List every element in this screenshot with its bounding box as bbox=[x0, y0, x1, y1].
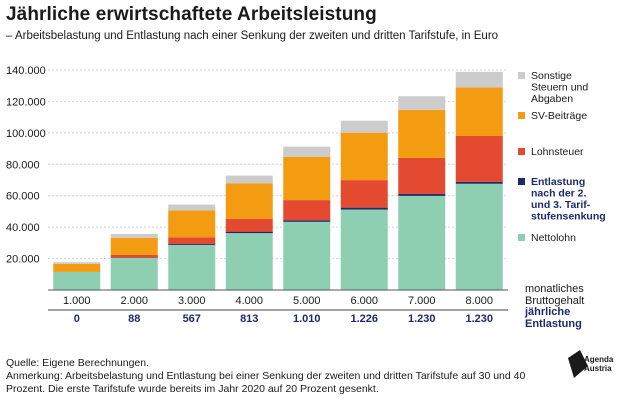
bar-segment bbox=[340, 180, 388, 208]
bar-segment bbox=[340, 207, 388, 210]
legend-swatch bbox=[518, 112, 525, 119]
bar-segment bbox=[398, 193, 446, 196]
relief-axis-label: Entlastung bbox=[525, 318, 582, 330]
legend-label: Entlastung bbox=[531, 176, 585, 188]
y-tick-label: 60.000 bbox=[6, 191, 40, 203]
bar-segment bbox=[398, 96, 446, 111]
bar-segment bbox=[455, 87, 503, 136]
relief-value-label: 1.226 bbox=[350, 313, 378, 325]
logo-text: Agenda Austria bbox=[584, 355, 613, 373]
bar-segment bbox=[110, 254, 158, 258]
x-axis-label: Bruttogehalt bbox=[525, 295, 584, 307]
source-note: Quelle: Eigene Berechnungen. bbox=[6, 357, 150, 369]
bar-segment bbox=[283, 156, 331, 201]
bar-segment bbox=[455, 135, 503, 182]
bar-segment bbox=[398, 110, 446, 158]
bar-segment bbox=[455, 71, 503, 88]
bar-segment bbox=[168, 204, 216, 211]
bar-segment bbox=[283, 220, 331, 222]
legend-swatch bbox=[518, 234, 525, 241]
y-tick-label: 80.000 bbox=[6, 159, 40, 171]
legend-label: nach der 2. bbox=[531, 188, 587, 200]
x-axis-label: monatliches bbox=[525, 283, 584, 295]
legend-label: Steuern und bbox=[531, 82, 588, 94]
x-tick-label: 8.000 bbox=[465, 295, 493, 307]
bar-segment bbox=[340, 132, 388, 181]
bar-segment bbox=[398, 195, 446, 290]
legend-label: Abgaben bbox=[531, 93, 573, 105]
bar-segment bbox=[168, 244, 216, 290]
x-tick-label: 2.000 bbox=[120, 295, 148, 307]
legend-label: stufensenkung bbox=[531, 211, 606, 223]
bar-segment bbox=[168, 237, 216, 245]
bar-segment bbox=[283, 221, 331, 290]
bar-segment bbox=[53, 271, 101, 290]
chart-subtitle: – Arbeitsbelastung und Entlastung nach e… bbox=[6, 30, 499, 42]
x-tick-label: 3.000 bbox=[178, 295, 206, 307]
bar-segment bbox=[398, 157, 446, 194]
agenda-austria-logo-icon bbox=[568, 350, 588, 378]
x-tick-label: 7.000 bbox=[408, 295, 436, 307]
bar-segment bbox=[168, 210, 216, 238]
bar-segment bbox=[225, 233, 273, 290]
x-tick-label: 1.000 bbox=[63, 295, 91, 307]
legend-swatch bbox=[518, 148, 525, 155]
y-tick-label: 100.000 bbox=[6, 128, 46, 140]
relief-value-label: 1.010 bbox=[293, 313, 321, 325]
x-tick-label: 5.000 bbox=[293, 295, 321, 307]
bar-segment bbox=[455, 183, 503, 290]
x-tick-label: 4.000 bbox=[235, 295, 263, 307]
bar-segment bbox=[340, 120, 388, 133]
bar-segment bbox=[225, 218, 273, 232]
bar-segment bbox=[53, 262, 101, 264]
bar-segment bbox=[225, 183, 273, 219]
legend-label: und 3. Tarif- bbox=[531, 199, 591, 211]
legend-label: Sonstige bbox=[531, 70, 572, 82]
bar-segment bbox=[225, 175, 273, 184]
y-tick-label: 40.000 bbox=[6, 222, 40, 234]
legend-label: Nettolohn bbox=[531, 232, 576, 244]
relief-value-label: 567 bbox=[183, 313, 201, 325]
bar-segment bbox=[283, 146, 331, 157]
logo-line2: Austria bbox=[584, 364, 612, 373]
stacked-bar-chart: 20.000 40.000 60.000 80.000 100.000 120.000 14… bbox=[6, 65, 606, 330]
bar-segment bbox=[283, 200, 331, 221]
x-tick-label: 6.000 bbox=[350, 295, 378, 307]
y-tick-label: 140.000 bbox=[6, 65, 46, 77]
legend-label: Lohnsteuer bbox=[531, 146, 584, 158]
legend-swatch bbox=[518, 178, 525, 185]
relief-axis-label: jährliche bbox=[524, 306, 570, 318]
relief-value-label: 1.230 bbox=[408, 313, 436, 325]
y-tick-label: 20.000 bbox=[6, 254, 40, 266]
legend-label: SV-Beiträge bbox=[531, 110, 587, 122]
bar-segment bbox=[53, 263, 101, 272]
relief-value-label: 1.230 bbox=[465, 313, 493, 325]
legend-swatch bbox=[518, 72, 525, 79]
annotation-note: Anmerkung: Arbeitsbelastung und Entlastu… bbox=[6, 370, 526, 395]
relief-value-label: 0 bbox=[74, 313, 80, 325]
bar-segment bbox=[340, 209, 388, 290]
bar-segment bbox=[225, 231, 273, 234]
relief-value-label: 813 bbox=[240, 313, 258, 325]
bar-segment bbox=[455, 181, 503, 184]
bar-segment bbox=[110, 257, 158, 290]
chart-title: Jährliche erwirtschaftete Arbeitsleistun… bbox=[6, 4, 377, 25]
y-tick-label: 120.000 bbox=[6, 96, 46, 108]
chart-footer: Quelle: Eigene Berechnungen. Anmerkung: … bbox=[6, 357, 556, 396]
bar-segment bbox=[110, 237, 158, 255]
bar-segment bbox=[168, 243, 216, 245]
relief-value-label: 88 bbox=[128, 313, 140, 325]
logo-line1: Agenda bbox=[584, 355, 614, 364]
bar-segment bbox=[110, 233, 158, 238]
